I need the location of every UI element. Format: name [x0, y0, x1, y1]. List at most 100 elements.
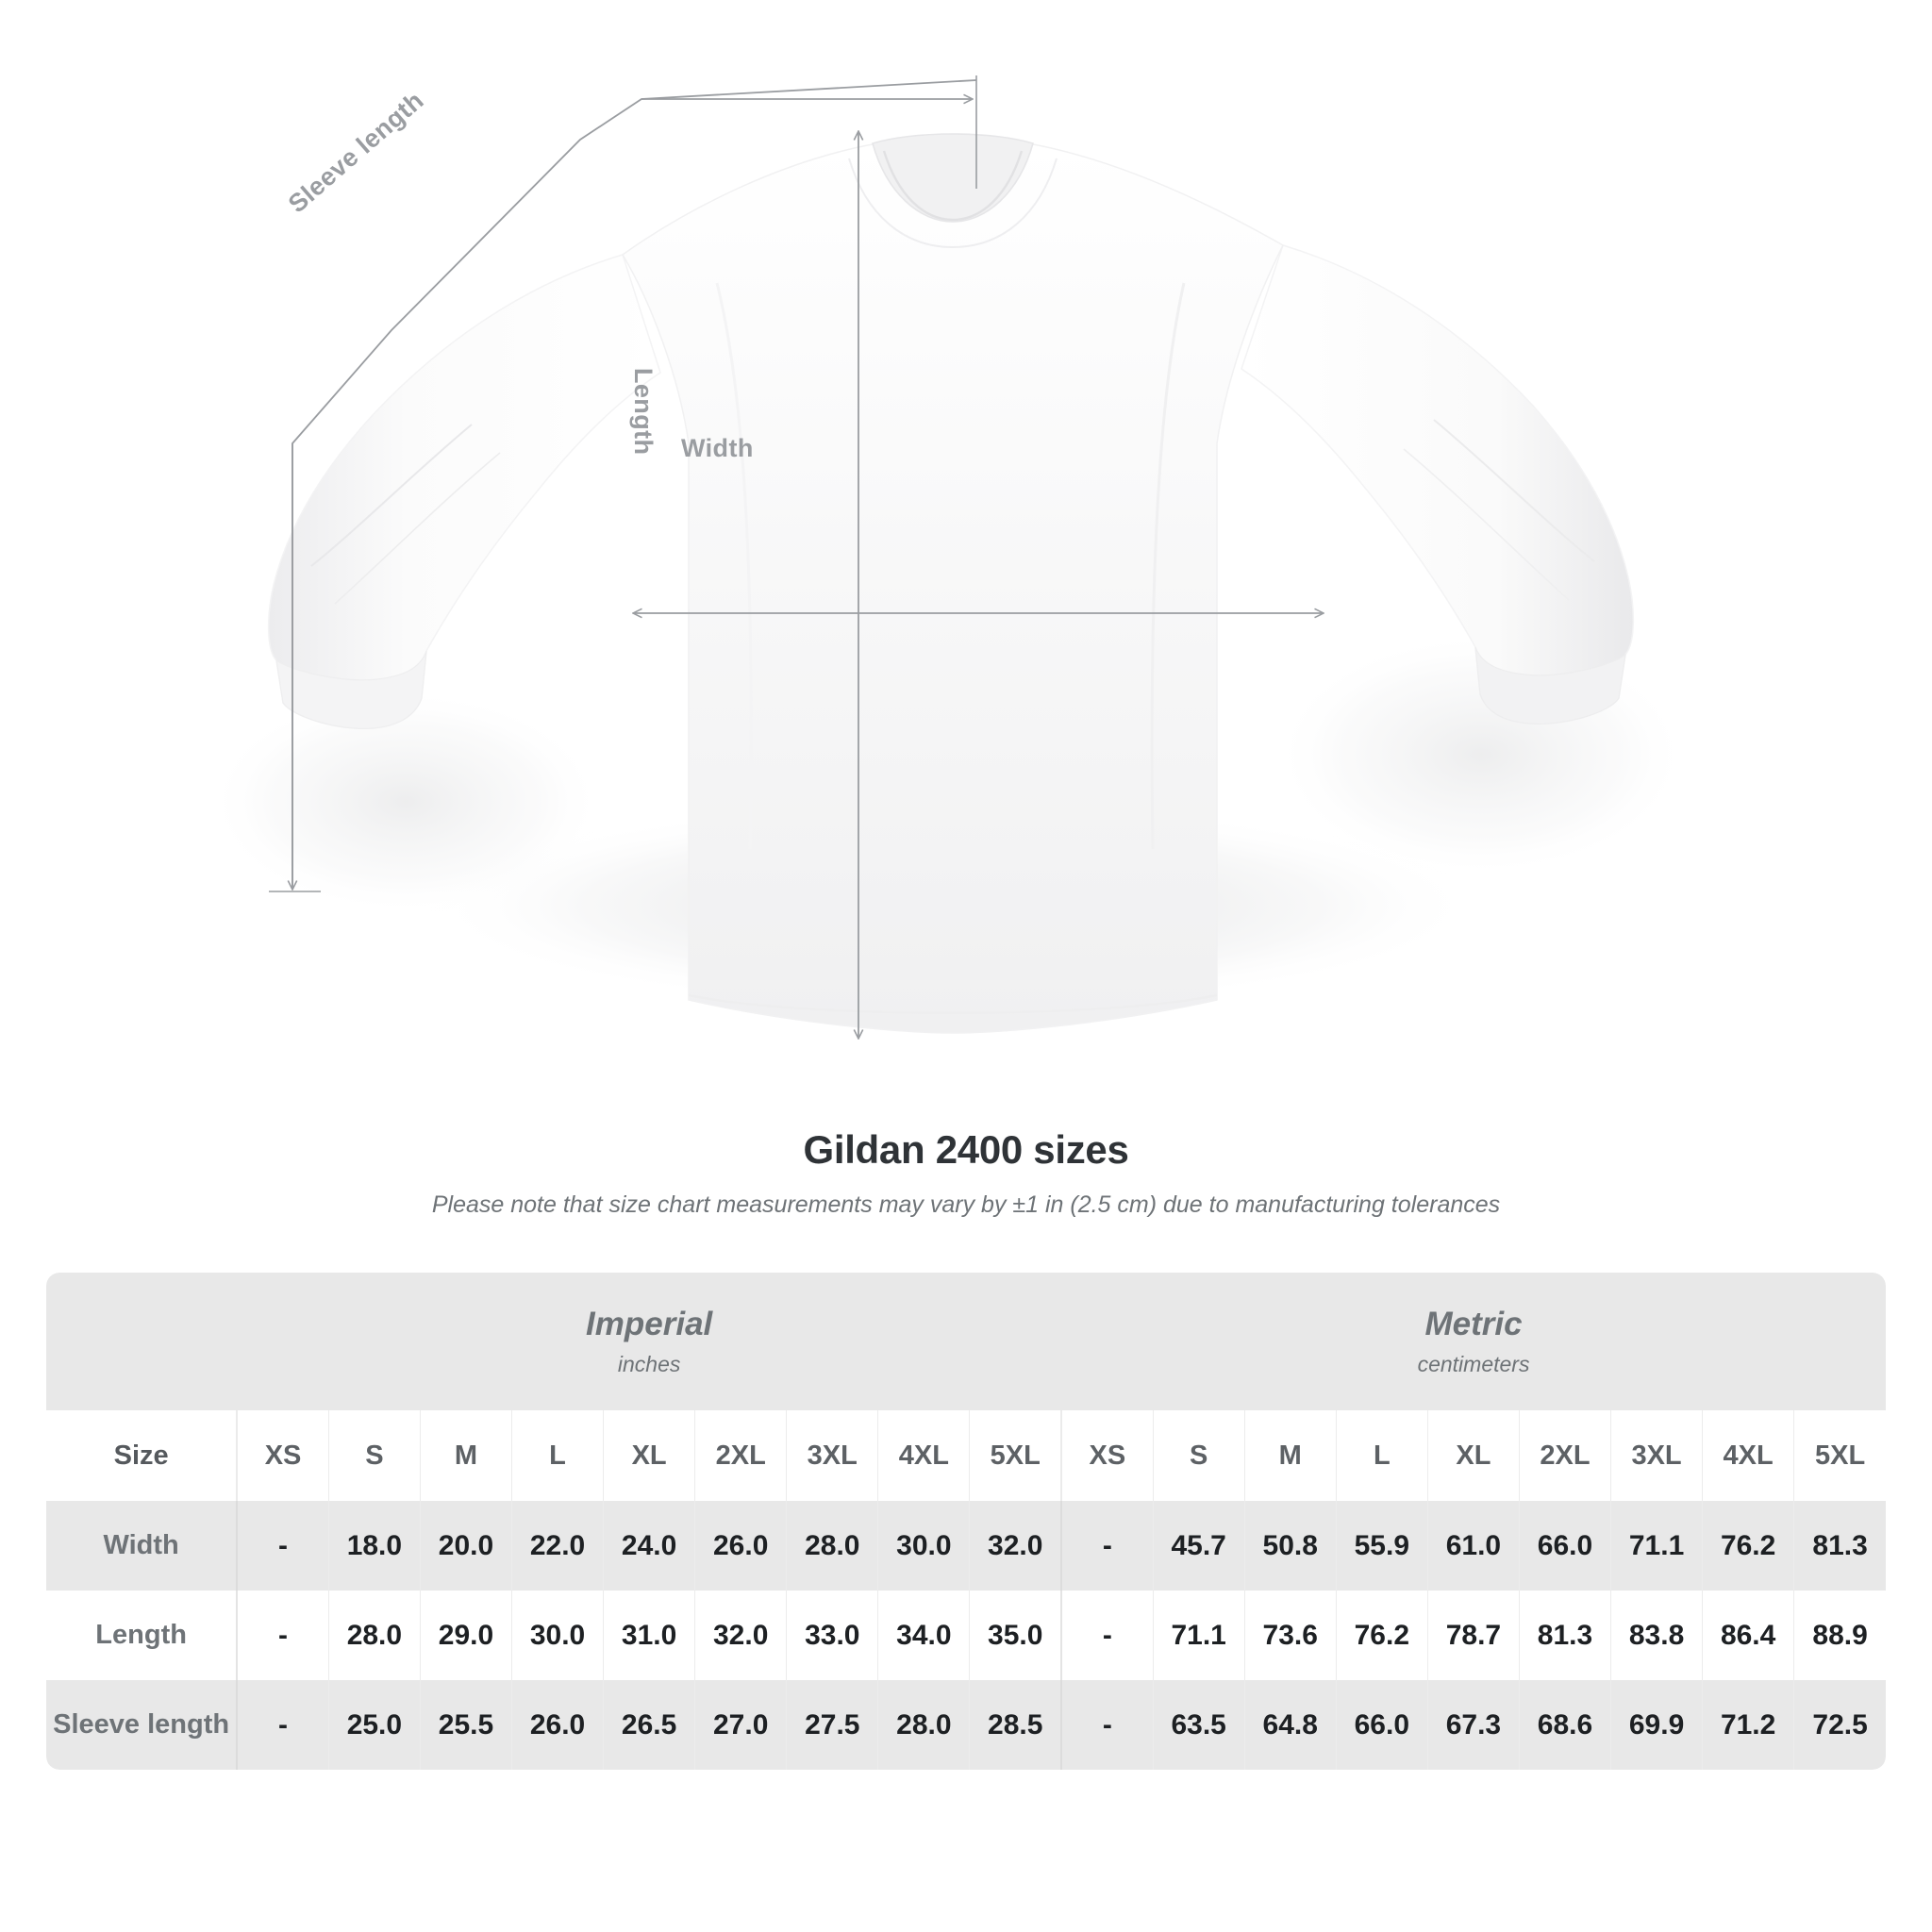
unit-group-imperial-name: Imperial [586, 1306, 713, 1343]
row-label-length: Length [46, 1591, 238, 1680]
cell-length-imperial-xl: 31.0 [603, 1591, 695, 1680]
size-header-imperial-l: L [510, 1410, 604, 1501]
cell-width-imperial-5xl: 32.0 [969, 1501, 1062, 1591]
cell-length-metric-2xl: 81.3 [1518, 1591, 1611, 1680]
size-header-imperial-xs: XS [236, 1410, 329, 1501]
size-header-label: Size [46, 1410, 238, 1501]
size-header-imperial-m: M [419, 1410, 512, 1501]
size-header-metric-xl: XL [1426, 1410, 1520, 1501]
size-table: Imperial inches Metric centimeters Size … [46, 1273, 1886, 1770]
page-subtitle: Please note that size chart measurements… [431, 1191, 1501, 1218]
unit-group-imperial: Imperial inches [237, 1273, 1062, 1410]
cell-length-imperial-2xl: 32.0 [694, 1591, 787, 1680]
size-header-imperial-s: S [327, 1410, 421, 1501]
shirt-body [622, 142, 1284, 1034]
cell-length-imperial-3xl: 33.0 [786, 1591, 878, 1680]
cell-length-metric-xl: 78.7 [1426, 1591, 1520, 1680]
cell-width-imperial-4xl: 30.0 [877, 1501, 970, 1591]
cell-sleeve-metric-xs: - [1060, 1680, 1154, 1770]
cell-sleeve-imperial-3xl: 27.5 [786, 1680, 878, 1770]
cell-sleeve-metric-2xl: 68.6 [1518, 1680, 1611, 1770]
size-header-imperial-3xl: 3XL [786, 1410, 878, 1501]
width-dimension-label: Width [681, 434, 754, 462]
cell-width-metric-4xl: 76.2 [1702, 1501, 1794, 1591]
garment-illustration: Sleeve length Length Width [208, 75, 1689, 1113]
cell-length-imperial-l: 30.0 [510, 1591, 604, 1680]
cell-sleeve-imperial-s: 25.0 [327, 1680, 421, 1770]
cell-sleeve-imperial-xs: - [236, 1680, 329, 1770]
cell-width-imperial-l: 22.0 [510, 1501, 604, 1591]
size-header-row: Size XS S M L XL 2XL 3XL 4XL 5XL XS S M … [46, 1410, 1886, 1501]
row-label-width: Width [46, 1501, 238, 1591]
cell-sleeve-metric-l: 66.0 [1335, 1680, 1428, 1770]
size-header-imperial-4xl: 4XL [877, 1410, 970, 1501]
cell-length-metric-3xl: 83.8 [1610, 1591, 1703, 1680]
page-title: Gildan 2400 sizes [803, 1127, 1129, 1172]
left-cuff [275, 650, 427, 729]
cell-width-metric-s: 45.7 [1152, 1501, 1245, 1591]
table-row: Length - 28.0 29.0 30.0 31.0 32.0 33.0 3… [46, 1591, 1886, 1680]
cell-length-metric-xs: - [1060, 1591, 1154, 1680]
length-dimension-label: Length [629, 368, 658, 456]
size-header-metric-2xl: 2XL [1518, 1410, 1611, 1501]
size-header-metric-5xl: 5XL [1793, 1410, 1886, 1501]
cell-length-imperial-4xl: 34.0 [877, 1591, 970, 1680]
left-sleeve [267, 254, 661, 730]
row-label-sleeve-length: Sleeve length [46, 1680, 238, 1770]
size-header-metric-3xl: 3XL [1610, 1410, 1703, 1501]
cell-sleeve-metric-3xl: 69.9 [1610, 1680, 1703, 1770]
cell-width-metric-5xl: 81.3 [1793, 1501, 1886, 1591]
cell-length-imperial-m: 29.0 [419, 1591, 512, 1680]
cell-length-metric-4xl: 86.4 [1702, 1591, 1794, 1680]
size-header-imperial-2xl: 2XL [694, 1410, 787, 1501]
cell-width-imperial-xl: 24.0 [603, 1501, 695, 1591]
cell-width-metric-2xl: 66.0 [1518, 1501, 1611, 1591]
cell-sleeve-metric-xl: 67.3 [1426, 1680, 1520, 1770]
size-table-container: Imperial inches Metric centimeters Size … [46, 1273, 1886, 1770]
unit-group-metric-name: Metric [1424, 1306, 1523, 1343]
cell-sleeve-metric-5xl: 72.5 [1793, 1680, 1886, 1770]
collar [872, 133, 1034, 223]
cell-sleeve-imperial-5xl: 28.5 [969, 1680, 1062, 1770]
cell-sleeve-metric-4xl: 71.2 [1702, 1680, 1794, 1770]
unit-group-metric: Metric centimeters [1061, 1273, 1886, 1410]
size-header-metric-xs: XS [1060, 1410, 1154, 1501]
size-header-metric-4xl: 4XL [1702, 1410, 1794, 1501]
cell-sleeve-imperial-2xl: 27.0 [694, 1680, 787, 1770]
cell-width-imperial-xs: - [236, 1501, 329, 1591]
unit-group-imperial-sub: inches [617, 1351, 681, 1376]
cell-width-imperial-s: 18.0 [327, 1501, 421, 1591]
cell-length-imperial-xs: - [236, 1591, 329, 1680]
garment-svg [208, 75, 1689, 1113]
cell-width-metric-3xl: 71.1 [1610, 1501, 1703, 1591]
measurement-lines [269, 75, 1323, 1038]
size-header-metric-m: M [1243, 1410, 1337, 1501]
cell-length-metric-m: 73.6 [1243, 1591, 1337, 1680]
size-header-imperial-xl: XL [603, 1410, 695, 1501]
unit-row-spacer [46, 1273, 238, 1410]
cell-length-imperial-5xl: 35.0 [969, 1591, 1062, 1680]
right-cuff [1474, 646, 1626, 725]
cell-width-metric-l: 55.9 [1335, 1501, 1428, 1591]
cell-length-imperial-s: 28.0 [327, 1591, 421, 1680]
cell-width-metric-xs: - [1060, 1501, 1154, 1591]
cell-length-metric-s: 71.1 [1152, 1591, 1245, 1680]
cell-width-imperial-2xl: 26.0 [694, 1501, 787, 1591]
unit-group-row: Imperial inches Metric centimeters [46, 1273, 1886, 1410]
cell-length-metric-l: 76.2 [1335, 1591, 1428, 1680]
cell-sleeve-imperial-4xl: 28.0 [877, 1680, 970, 1770]
cell-width-imperial-m: 20.0 [419, 1501, 512, 1591]
cell-length-metric-5xl: 88.9 [1793, 1591, 1886, 1680]
size-header-imperial-5xl: 5XL [969, 1410, 1062, 1501]
cell-sleeve-metric-s: 63.5 [1152, 1680, 1245, 1770]
cell-sleeve-metric-m: 64.8 [1243, 1680, 1337, 1770]
unit-group-metric-sub: centimeters [1417, 1351, 1530, 1376]
cell-sleeve-imperial-xl: 26.5 [603, 1680, 695, 1770]
size-header-metric-s: S [1152, 1410, 1245, 1501]
collar-inner [882, 150, 1024, 222]
cell-width-metric-xl: 61.0 [1426, 1501, 1520, 1591]
table-row: Sleeve length - 25.0 25.5 26.0 26.5 27.0… [46, 1680, 1886, 1770]
cell-width-metric-m: 50.8 [1243, 1501, 1337, 1591]
cell-sleeve-imperial-m: 25.5 [419, 1680, 512, 1770]
